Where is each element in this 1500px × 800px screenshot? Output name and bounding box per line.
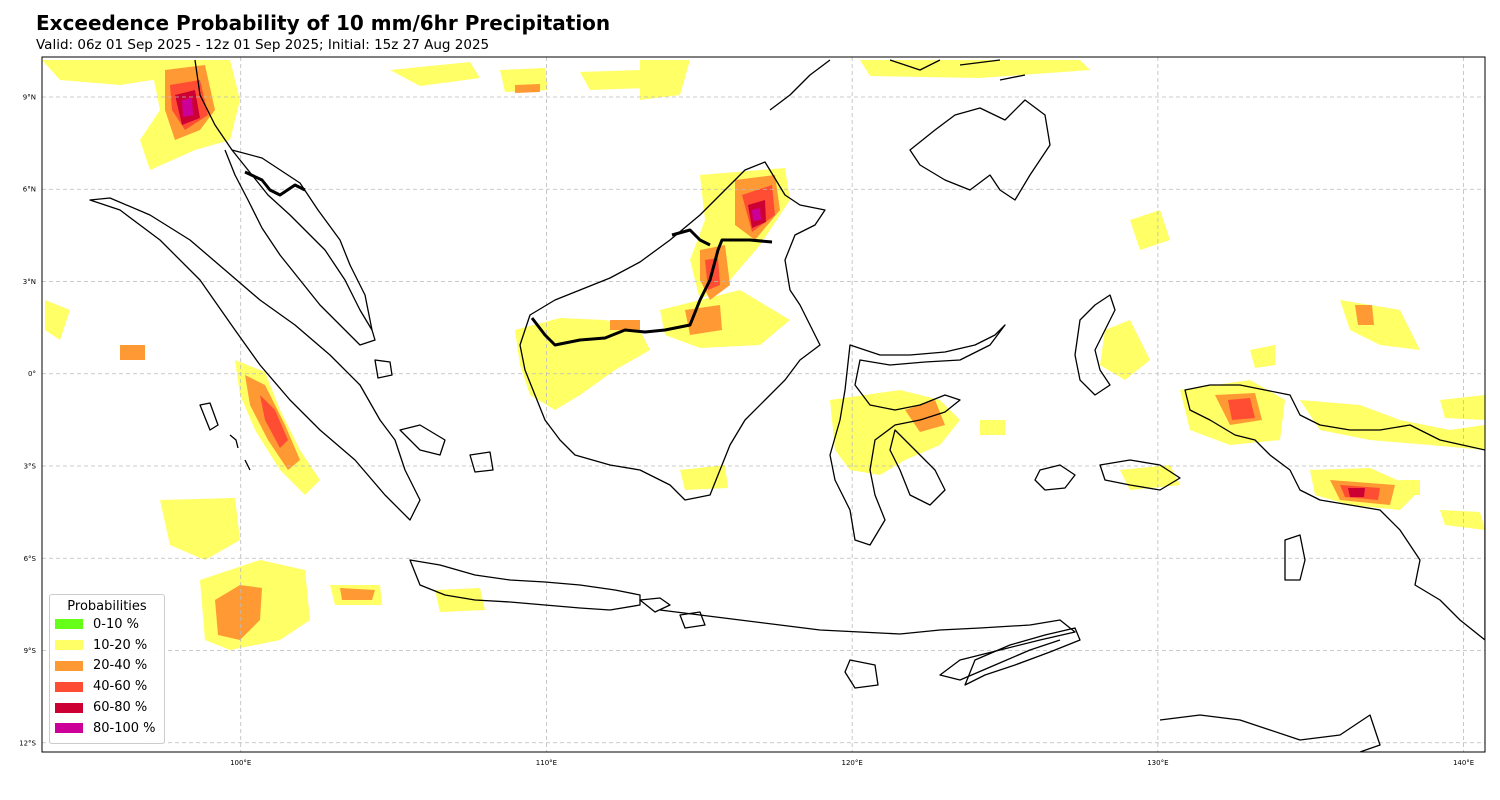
legend-swatch	[55, 640, 83, 651]
nias-coastline	[199, 402, 219, 431]
lat-tick-label: 6°S	[24, 555, 37, 563]
probability-field	[42, 60, 1485, 650]
malaysia-thailand-border	[244, 170, 306, 197]
lat-tick-label: 3°S	[24, 463, 37, 471]
legend-item: 10-20 %	[50, 635, 164, 656]
borneo-border	[530, 238, 773, 347]
lat-tick-label: 6°N	[23, 186, 36, 194]
lon-tick-label: 100°E	[230, 759, 251, 767]
legend-swatch	[55, 723, 83, 734]
lon-tick-label: 110°E	[536, 759, 557, 767]
new-guinea-coastline	[1184, 384, 1485, 641]
borneo-coastline	[519, 161, 826, 501]
sumatra-coastline	[89, 197, 421, 521]
lat-tick-label: 0°	[28, 370, 36, 378]
legend-label: 0-10 %	[93, 616, 139, 632]
mindanao-coastline	[909, 99, 1051, 201]
java-coastline	[409, 559, 641, 611]
lon-tick-label: 120°E	[842, 759, 863, 767]
bali-lombok-coastline	[639, 597, 706, 629]
sabah-border	[671, 228, 711, 247]
sulawesi-southeast-arm	[889, 429, 946, 506]
mentawai-coastline	[229, 434, 251, 471]
malay-peninsula-coastline	[194, 59, 376, 346]
lat-tick-label: 12°S	[19, 739, 36, 747]
riau-islands-coastline	[374, 359, 393, 379]
legend-swatch	[55, 619, 83, 630]
legend-label: 10-20 %	[93, 637, 148, 653]
legend-item: 40-60 %	[50, 676, 164, 697]
legend-item: 60-80 %	[50, 697, 164, 718]
chart-subtitle: Valid: 06z 01 Sep 2025 - 12z 01 Sep 2025…	[36, 37, 490, 53]
legend-item: 0-10 %	[50, 614, 164, 635]
coastlines	[89, 59, 1485, 752]
lon-tick-label: 130°E	[1147, 759, 1168, 767]
sulawesi-coastline	[829, 324, 1006, 546]
lesser-sunda-coastline	[659, 609, 1076, 681]
probability-80-100-areas	[182, 98, 761, 221]
longitude-tick-labels: 100°E 110°E 120°E 130°E 140°E	[230, 759, 1474, 767]
legend-swatch	[55, 660, 83, 671]
philippine-islands-north	[889, 59, 1026, 81]
map-gridlines	[42, 57, 1485, 752]
legend-item: 20-40 %	[50, 656, 164, 677]
lat-tick-label: 9°N	[23, 93, 36, 101]
legend-swatch	[55, 702, 83, 713]
legend: Probabilities 0-10 % 10-20 % 20-40 % 40-60 …	[49, 594, 165, 744]
sumba-coastline	[844, 659, 879, 689]
palawan-coastline	[769, 59, 831, 111]
latitude-tick-labels: 9°N 6°N 3°N 0° 3°S 6°S 9°S 12°S	[19, 93, 36, 747]
thai-gulf-coastline	[231, 149, 373, 331]
bangka-coastline	[399, 424, 446, 456]
map-frame	[41, 56, 1486, 753]
legend-label: 20-40 %	[93, 658, 148, 674]
national-borders	[244, 170, 773, 347]
seram-coastline	[1099, 459, 1181, 491]
legend-title: Probabilities	[67, 599, 147, 614]
legend-item: 80-100 %	[50, 718, 164, 739]
aru-islands-coastline	[1284, 534, 1306, 581]
lat-tick-label: 9°S	[24, 647, 37, 655]
legend-label: 80-100 %	[93, 720, 156, 736]
buru-coastline	[1034, 464, 1076, 491]
lon-tick-label: 140°E	[1453, 759, 1474, 767]
halmahera-coastline	[1074, 294, 1116, 396]
timor-coastline	[964, 627, 1081, 686]
lat-tick-label: 3°N	[23, 278, 36, 286]
legend-label: 40-60 %	[93, 679, 148, 695]
chart-title: Exceedence Probability of 10 mm/6hr Prec…	[36, 11, 611, 35]
legend-label: 60-80 %	[93, 700, 148, 716]
legend-swatch	[55, 681, 83, 692]
legend-items: 0-10 % 10-20 % 20-40 % 40-60 % 60-80 % 80-100…	[50, 614, 164, 739]
australia-coastline	[1159, 714, 1381, 752]
belitung-coastline	[469, 451, 494, 473]
